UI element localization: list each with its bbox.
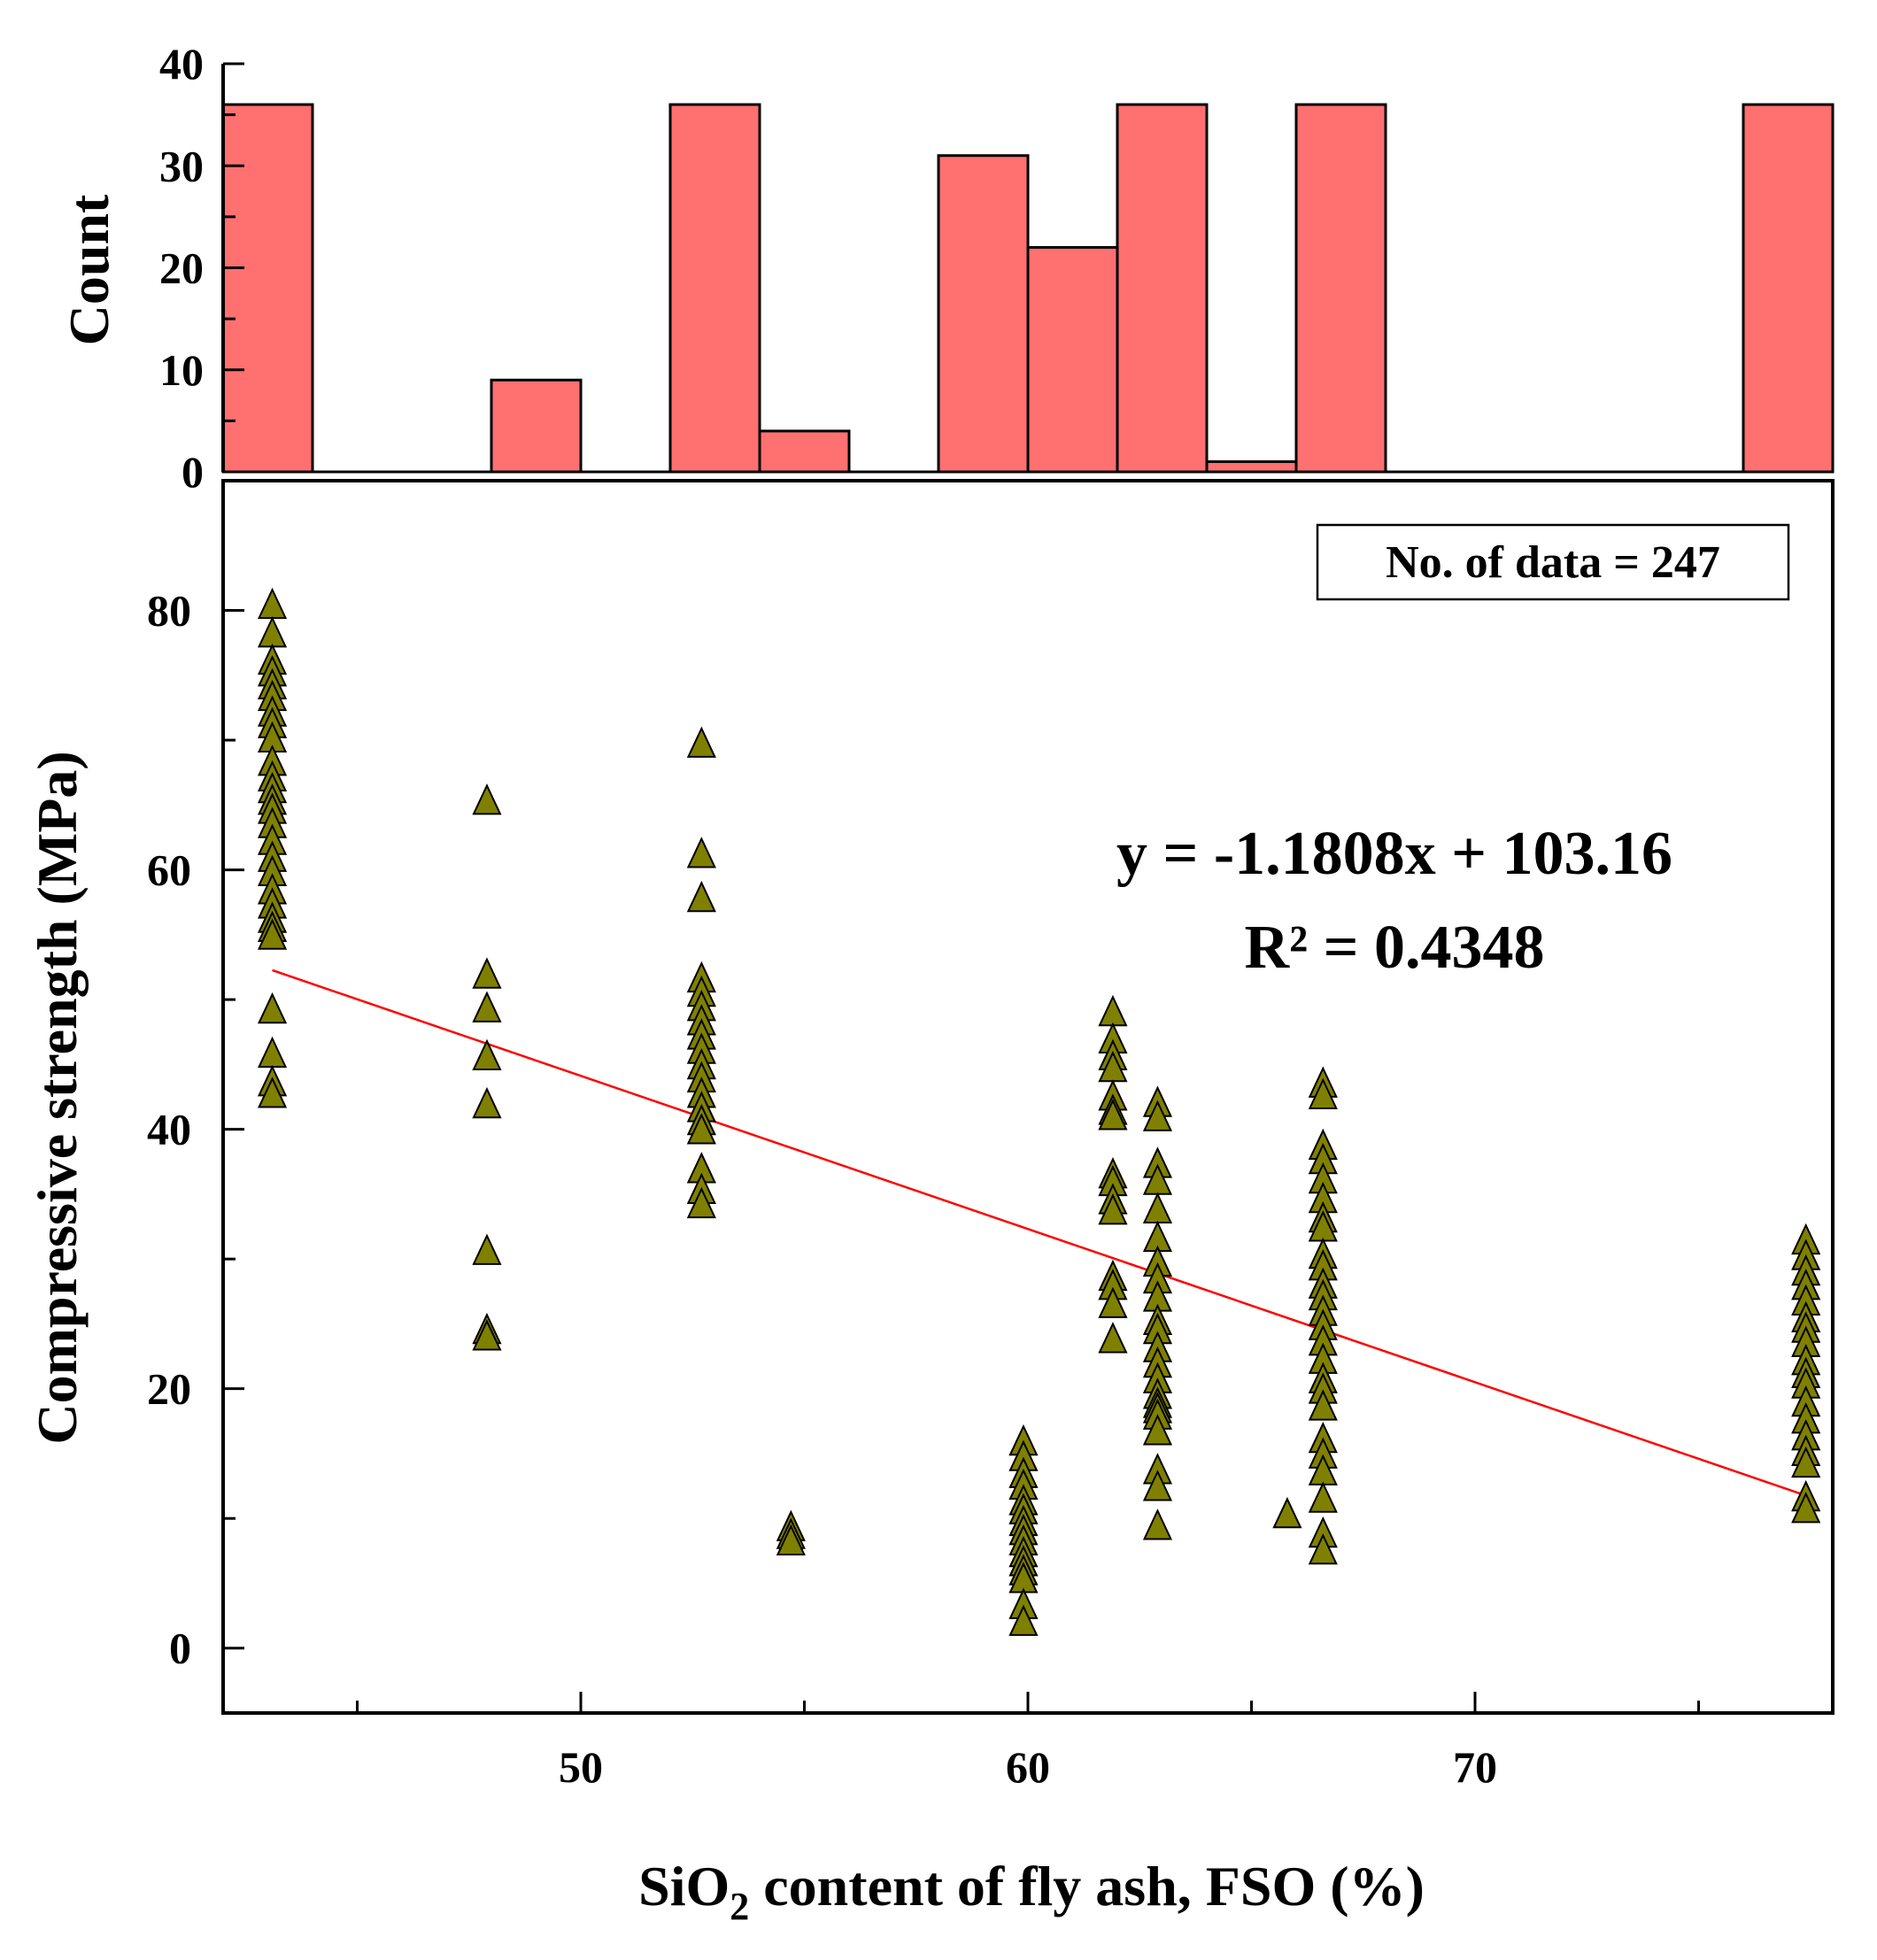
scatter-point-32 xyxy=(472,1233,502,1265)
scatter-point-37 xyxy=(686,880,716,913)
histogram-bar-0 xyxy=(221,103,314,474)
x-axis-title-rest: content of fly ash, FSO (%) xyxy=(749,1855,1425,1918)
histogram-bar-8 xyxy=(1294,103,1387,474)
scatter-point-49 xyxy=(686,1113,716,1145)
scatter-point-108 xyxy=(1272,1496,1302,1529)
x-axis-title-subscript: 2 xyxy=(730,1885,749,1928)
scatter-point-77 xyxy=(1098,1099,1128,1130)
scatter-point-81 xyxy=(1098,1193,1128,1225)
scatter-x-tick-label-2: 70 xyxy=(1453,1742,1497,1792)
trendline xyxy=(272,968,1807,1497)
histogram-bars xyxy=(221,103,1835,474)
scatter-point-22 xyxy=(257,918,288,950)
scatter-point-71 xyxy=(1098,994,1128,1027)
scatter-point-107 xyxy=(1142,1509,1173,1540)
histogram-y-tick-label-1: 10 xyxy=(159,345,204,395)
histogram-bar-7 xyxy=(1205,459,1298,474)
histogram-bar-2 xyxy=(668,103,761,474)
scatter-y-tick-label-1: 20 xyxy=(147,1364,191,1414)
scatter-point-110 xyxy=(1308,1077,1338,1109)
scatter-point-34 xyxy=(472,1319,502,1351)
scatter-x-ticks: 50 60 70 xyxy=(356,1692,1700,1792)
scatter-point-26 xyxy=(257,1076,288,1108)
histogram-y-ticks: 0 10 20 30 40 xyxy=(159,39,244,497)
scatter-point-85 xyxy=(1098,1322,1128,1354)
scatter-x-tick-label-1: 60 xyxy=(1006,1742,1050,1792)
scatter-x-tick-label-0: 50 xyxy=(559,1742,603,1792)
histogram-bar-5 xyxy=(1026,245,1119,474)
scatter-point-36 xyxy=(686,837,716,868)
histogram-bar-4 xyxy=(937,154,1030,474)
scatter-point-55 xyxy=(776,1524,806,1556)
histogram-panel: 0 10 20 30 40 Count xyxy=(58,39,1835,497)
scatter-point-131 xyxy=(1308,1481,1338,1513)
scatter-point-27 xyxy=(472,783,502,815)
histogram-bar-1 xyxy=(490,378,583,474)
x-axis-title-main: SiO xyxy=(638,1855,730,1918)
scatter-point-30 xyxy=(472,1038,502,1071)
scatter-point-84 xyxy=(1098,1286,1128,1318)
scatter-point-28 xyxy=(472,957,502,989)
scatter-x-axis-title: SiO2 content of fly ash, FSO (%) xyxy=(638,1855,1425,1928)
scatter-point-133 xyxy=(1308,1532,1338,1565)
scatter-point-104 xyxy=(1142,1414,1173,1446)
scatter-y-tick-label-2: 40 xyxy=(147,1105,191,1154)
data-count-box-frame xyxy=(1316,523,1790,601)
r-squared-value: R² = 0.4348 xyxy=(1245,914,1545,982)
scatter-y-axis-title: Compressive strength (MPa) xyxy=(26,751,89,1444)
scatter-point-24 xyxy=(257,1036,288,1069)
scatter-point-127 xyxy=(1308,1389,1338,1421)
histogram-y-axis-title: Count xyxy=(58,194,120,345)
scatter-point-70 xyxy=(1008,1604,1039,1636)
scatter-y-tick-label-0: 0 xyxy=(169,1624,191,1673)
scatter-y-tick-label-4: 80 xyxy=(147,586,191,636)
scatter-point-106 xyxy=(1142,1470,1173,1501)
scatter-point-1 xyxy=(257,616,288,648)
scatter-points xyxy=(257,587,1821,1636)
scatter-point-149 xyxy=(1791,1446,1821,1478)
data-count-label: No. of data = 247 xyxy=(1386,537,1720,588)
histogram-bar-6 xyxy=(1116,103,1209,474)
scatter-point-23 xyxy=(257,992,288,1024)
scatter-point-52 xyxy=(686,1186,716,1219)
histogram-bar-9 xyxy=(1742,103,1835,474)
data-count-box: No. of data = 247 xyxy=(1316,523,1790,601)
scatter-point-35 xyxy=(686,726,716,758)
histogram-y-tick-label-4: 40 xyxy=(159,39,204,89)
scatter-point-90 xyxy=(1142,1192,1173,1223)
scatter-y-tick-label-3: 60 xyxy=(147,845,191,895)
histogram-y-tick-label-0: 0 xyxy=(182,447,204,497)
scatter-point-151 xyxy=(1791,1492,1821,1524)
scatter-panel: 0 20 40 60 80 50 60 70 No. of data = 247 y = -… xyxy=(26,479,1835,1928)
histogram-y-tick-label-2: 20 xyxy=(159,243,204,293)
histogram-bar-3 xyxy=(758,429,851,474)
scatter-point-31 xyxy=(472,1086,502,1119)
scatter-y-ticks: 0 20 40 60 80 xyxy=(147,586,244,1673)
scatter-point-0 xyxy=(257,587,288,620)
regression-equation: y = -1.1808x + 103.16 xyxy=(1116,820,1672,888)
scatter-point-87 xyxy=(1142,1100,1173,1131)
scatter-point-29 xyxy=(472,991,502,1022)
histogram-y-tick-label-3: 30 xyxy=(159,141,204,190)
